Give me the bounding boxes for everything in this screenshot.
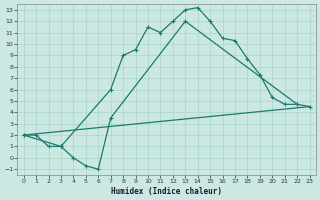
X-axis label: Humidex (Indice chaleur): Humidex (Indice chaleur) bbox=[111, 187, 222, 196]
